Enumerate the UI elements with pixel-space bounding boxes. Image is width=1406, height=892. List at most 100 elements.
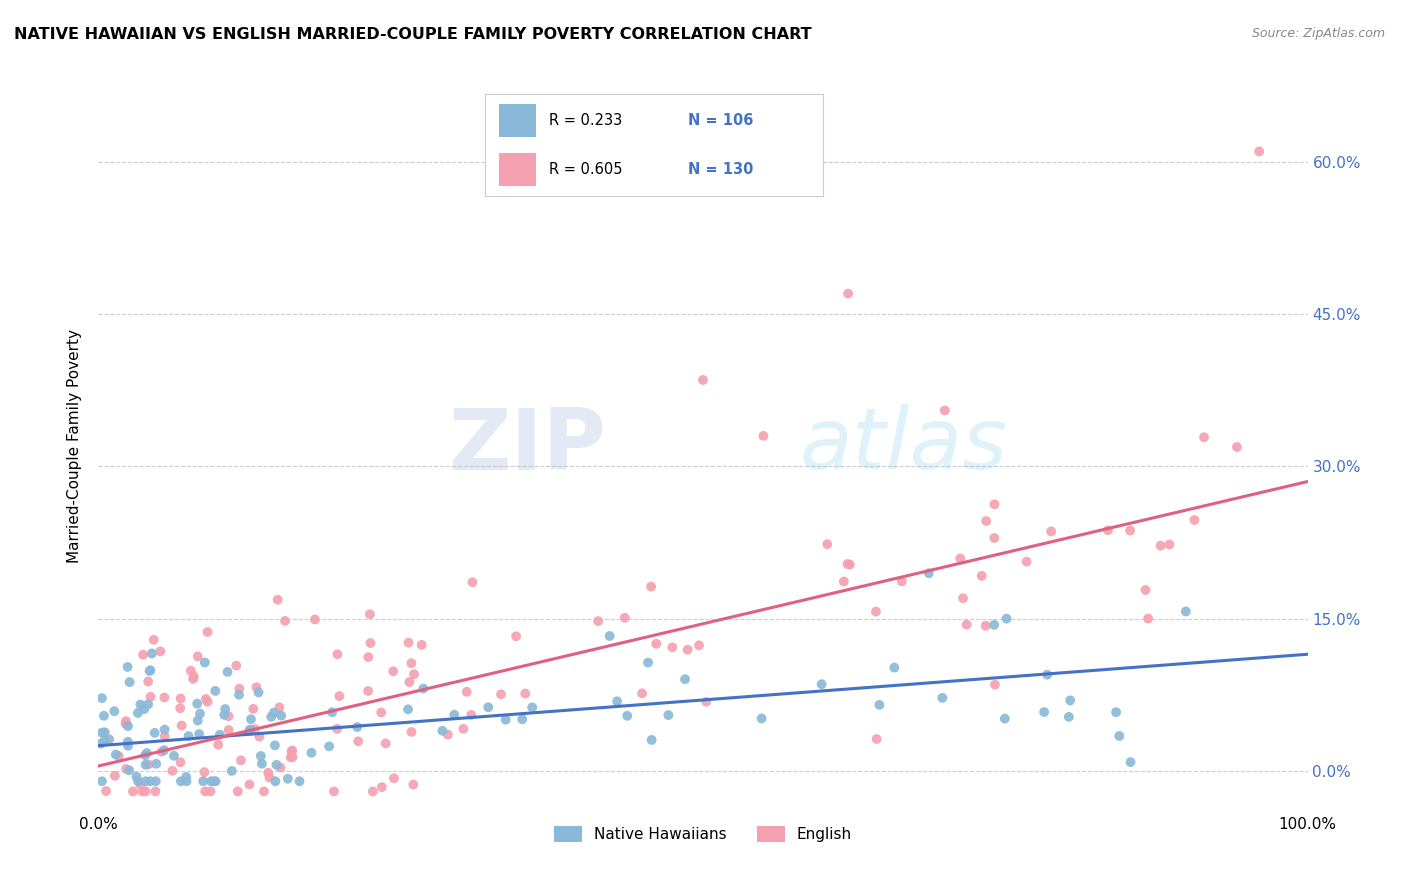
Point (398, 635, 420, 649)
Point (218, 709, 240, 723)
Point (1184, 513, 1206, 527)
Point (136, 698, 159, 712)
Point (135, 784, 157, 798)
Point (153, 723, 176, 737)
Point (837, 286, 859, 301)
Point (212, 707, 235, 722)
Point (183, 669, 205, 683)
Point (117, 719, 139, 733)
Point (838, 558, 860, 572)
Point (832, 574, 855, 589)
Point (994, 712, 1017, 726)
Point (952, 591, 974, 606)
Point (200, 784, 222, 798)
Point (436, 727, 458, 741)
Point (135, 757, 157, 772)
Point (688, 638, 710, 652)
Point (174, 770, 197, 784)
Point (98, 732, 121, 747)
Point (956, 617, 979, 632)
Point (238, 777, 260, 791)
Point (143, 726, 166, 740)
Point (401, 656, 423, 670)
Point (91, 774, 114, 789)
Point (657, 708, 679, 723)
Point (1105, 705, 1128, 719)
Point (586, 614, 609, 628)
Point (93, 708, 115, 723)
Point (1226, 440, 1249, 454)
Point (239, 723, 262, 738)
Point (131, 784, 153, 798)
Point (138, 664, 160, 678)
Point (266, 757, 288, 772)
FancyBboxPatch shape (499, 153, 536, 186)
Point (1174, 604, 1197, 618)
Point (169, 756, 191, 770)
Point (259, 771, 281, 785)
Point (1119, 755, 1142, 769)
Point (931, 690, 953, 705)
Point (170, 774, 193, 789)
Point (301, 746, 323, 760)
Point (347, 734, 370, 748)
Point (495, 713, 517, 727)
Point (169, 701, 191, 715)
Point (243, 722, 266, 736)
Point (127, 706, 149, 720)
Point (153, 743, 176, 757)
Point (460, 707, 482, 722)
Point (866, 732, 889, 747)
Point (138, 757, 160, 772)
Point (810, 677, 832, 691)
Point (865, 605, 887, 619)
Point (489, 687, 512, 701)
Point (918, 566, 941, 581)
Point (153, 690, 176, 705)
Point (118, 675, 141, 690)
Point (328, 689, 350, 703)
Point (153, 729, 176, 743)
Point (250, 756, 273, 771)
Point (122, 784, 145, 798)
Point (188, 706, 211, 721)
Point (695, 695, 717, 709)
Point (432, 723, 454, 738)
Point (1040, 524, 1063, 539)
Point (221, 764, 243, 778)
Point (983, 497, 1005, 511)
Point (401, 725, 423, 739)
Point (134, 702, 156, 716)
Point (114, 714, 136, 728)
Point (204, 774, 226, 789)
Point (103, 704, 125, 718)
Point (599, 629, 621, 643)
Point (890, 574, 912, 589)
Point (107, 749, 129, 764)
Point (1119, 524, 1142, 538)
Point (396, 702, 419, 716)
Point (1108, 729, 1130, 743)
Point (135, 774, 157, 789)
Point (374, 736, 396, 750)
Point (357, 684, 380, 698)
Point (949, 551, 972, 566)
Point (456, 685, 478, 699)
Point (606, 694, 628, 708)
Point (188, 727, 211, 741)
Point (645, 637, 668, 651)
Point (370, 706, 392, 720)
Point (145, 756, 167, 771)
Point (274, 614, 297, 628)
Point (239, 723, 262, 737)
Point (326, 722, 349, 736)
FancyBboxPatch shape (499, 104, 536, 136)
Point (218, 723, 240, 737)
Point (637, 656, 659, 670)
Point (127, 774, 149, 789)
Point (477, 700, 499, 714)
Point (250, 748, 273, 763)
Point (117, 739, 139, 753)
Point (616, 708, 638, 723)
Point (269, 760, 291, 774)
